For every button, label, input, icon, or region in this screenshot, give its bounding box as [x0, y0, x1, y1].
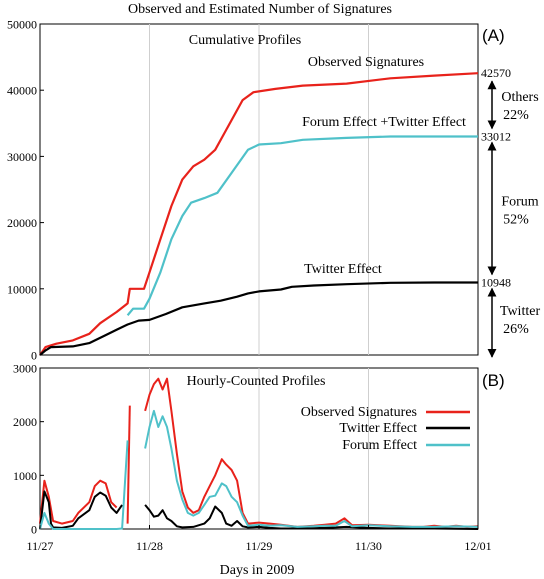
series-line-twitter	[144, 504, 479, 530]
x-tick-label: 11/29	[246, 539, 273, 553]
y-tick-label: 40000	[7, 84, 37, 98]
y-tick-label: 10000	[7, 282, 37, 296]
panel-a-subtitle: Cumulative Profiles	[189, 33, 301, 48]
share-percent: 26%	[503, 322, 529, 337]
share-label: Twitter	[500, 304, 541, 319]
series-line-observed	[39, 72, 479, 356]
label-observed: Observed Signatures	[308, 55, 424, 70]
series-line-twitter	[39, 490, 123, 530]
panel-b: 0 1000 2000 3000 (B) Hourly-Counted Profile…	[13, 362, 505, 537]
label-twitter: Twitter Effect	[304, 262, 382, 277]
label-forum-twitter: Forum Effect +Twitter Effect	[302, 115, 466, 130]
x-axis-label: Days in 2009	[220, 563, 295, 578]
series-line-forum	[144, 409, 479, 528]
y-tick-label: 50000	[7, 18, 37, 32]
y-tick-label: 30000	[7, 150, 37, 164]
series-line-observed	[126, 405, 131, 524]
y-tick-label: 0	[31, 349, 37, 363]
x-tick-label: 11/28	[136, 539, 163, 553]
value-annotation: 10948	[481, 276, 511, 290]
share-label: Forum	[501, 194, 538, 209]
x-tick-label: 11/30	[355, 539, 382, 553]
panel-b-subtitle: Hourly-Counted Profiles	[187, 374, 326, 389]
chart-title: Observed and Estimated Number of Signatu…	[128, 2, 392, 17]
y-tick-label: 20000	[7, 216, 37, 230]
y-tick-label: 3000	[13, 362, 37, 376]
value-annotation: 33012	[481, 129, 511, 143]
y-tick-label: 1000	[13, 469, 37, 483]
series-line-observed	[39, 479, 118, 525]
y-tick-label: 2000	[13, 415, 37, 429]
legend-label: Observed Signatures	[301, 405, 417, 420]
x-tick-label: 11/27	[27, 539, 54, 553]
legend-label: Twitter Effect	[339, 421, 417, 436]
series-line-observed	[144, 377, 479, 528]
value-annotation: 42570	[481, 66, 511, 80]
share-percent: 52%	[503, 212, 529, 227]
panel-b-label: (B)	[482, 371, 505, 390]
legend-label: Forum Effect	[342, 438, 417, 453]
share-percent: 22%	[503, 108, 529, 123]
panel-a: 0 10000 20000 30000 40000 50000 (A) Cumulativ…	[7, 18, 540, 363]
series-line-forum	[39, 440, 129, 530]
panel-a-label: (A)	[482, 26, 505, 45]
share-label: Others	[501, 90, 538, 105]
series-line-twitter	[39, 281, 478, 356]
y-tick-label: 0	[31, 523, 37, 537]
series-line-forum	[126, 135, 478, 317]
x-tick-label: 12/01	[464, 539, 491, 553]
